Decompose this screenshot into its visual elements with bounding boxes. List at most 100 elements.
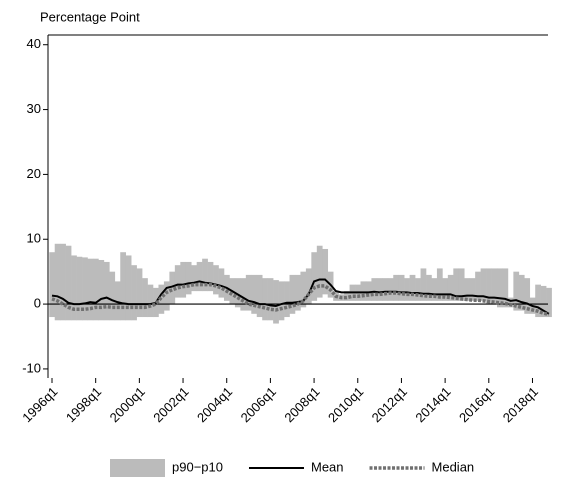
band-bar [431, 278, 438, 301]
legend-item: Median [369, 459, 475, 474]
band-bar [54, 243, 61, 321]
band-bar [114, 281, 121, 321]
x-tick-label: 2012q1 [369, 384, 410, 425]
band-bar [540, 285, 547, 318]
band-bar [387, 278, 394, 301]
band-bar [524, 278, 531, 314]
band-bar [305, 268, 312, 305]
band-bar [398, 274, 405, 301]
band-bar [486, 268, 492, 305]
x-tick-label: 2014q1 [412, 384, 453, 425]
band-bar [125, 255, 132, 321]
x-tick-label: 2006q1 [238, 384, 279, 425]
band-bar [234, 278, 241, 308]
band-bar [142, 278, 148, 318]
band-bar [245, 274, 252, 311]
band-bar [382, 278, 389, 301]
band-bar [393, 274, 400, 301]
band-bar [103, 261, 110, 321]
band-bar [475, 271, 481, 301]
band-bar [322, 248, 329, 295]
band-bar [453, 268, 460, 301]
band-bar [169, 271, 176, 305]
legend-label: p90−p10 [172, 459, 223, 474]
band-bar [87, 258, 94, 321]
band-bar [502, 268, 509, 308]
band-bar [92, 258, 99, 321]
band-bar [404, 278, 410, 301]
y-tick-label: -10 [22, 360, 41, 375]
x-tick-label: 2002q1 [150, 384, 191, 425]
x-tick-label: 2018q1 [500, 384, 541, 425]
y-tick-label: 20 [27, 166, 41, 181]
legend-item: Mean [248, 459, 344, 474]
band-bar [273, 280, 279, 324]
x-tick-label: 1996q1 [19, 384, 60, 425]
x-tick-label: 2004q1 [194, 384, 235, 425]
band-bar [365, 281, 372, 301]
band-bar [447, 274, 454, 301]
band-bar [420, 268, 427, 301]
band-bar [207, 261, 214, 292]
band-bar [251, 274, 258, 314]
band-bar [147, 284, 154, 318]
y-tick-label: 40 [27, 36, 41, 51]
y-tick-label: 10 [27, 231, 41, 246]
legend-item: p90−p10 [110, 459, 223, 477]
band-bar [49, 252, 56, 318]
y-tick-label: 30 [27, 101, 41, 116]
band-bar [409, 274, 416, 301]
band-bar [218, 268, 225, 298]
band-bar [376, 278, 383, 301]
legend-label: Median [432, 459, 475, 474]
band-bar [65, 245, 72, 321]
band-bar [191, 265, 197, 292]
band-bar [518, 274, 525, 311]
band-bar [131, 265, 137, 321]
series-line [51, 278, 550, 315]
band-bar [344, 291, 350, 301]
band-bar [109, 271, 116, 321]
band-bar [546, 287, 552, 318]
x-tick-label: 2000q1 [107, 384, 148, 425]
band-bar [371, 278, 378, 301]
band-bar [136, 268, 143, 318]
band-bar [60, 243, 66, 321]
band-bar [98, 259, 105, 321]
band-bar [284, 281, 290, 318]
band-bar [289, 274, 296, 314]
y-axis-label: Percentage Point [40, 9, 140, 24]
x-tick-label: 2008q1 [281, 384, 322, 425]
band-bar [120, 252, 127, 321]
band-bar [213, 265, 219, 295]
band-bar [415, 278, 421, 301]
band-bar [442, 278, 449, 301]
band-bar [180, 261, 187, 298]
band-bar [496, 268, 503, 308]
band-bar [469, 278, 476, 301]
band-bar [458, 268, 465, 301]
band-bar [316, 245, 323, 298]
band-bar [163, 281, 170, 311]
band-bar [202, 258, 208, 292]
x-tick-label: 1998q1 [63, 384, 104, 425]
band-bar [71, 255, 77, 321]
band-bar [294, 274, 301, 311]
series-line [51, 282, 550, 317]
band-bar [535, 284, 541, 318]
band-bar [436, 268, 443, 301]
x-tick-label: 2016q1 [456, 384, 497, 425]
band-bar [464, 278, 470, 301]
band-bar [240, 278, 247, 311]
x-tick-label: 2010q1 [325, 384, 366, 425]
band-bar [480, 268, 487, 301]
band-bar [256, 274, 263, 318]
band-bar [426, 274, 432, 301]
band-bar [82, 257, 88, 321]
legend-swatch [110, 459, 165, 477]
band-bar [360, 281, 367, 301]
band-bar [196, 261, 203, 292]
band-bar [491, 268, 498, 305]
band-bar [300, 271, 307, 308]
band-bar [262, 278, 268, 321]
